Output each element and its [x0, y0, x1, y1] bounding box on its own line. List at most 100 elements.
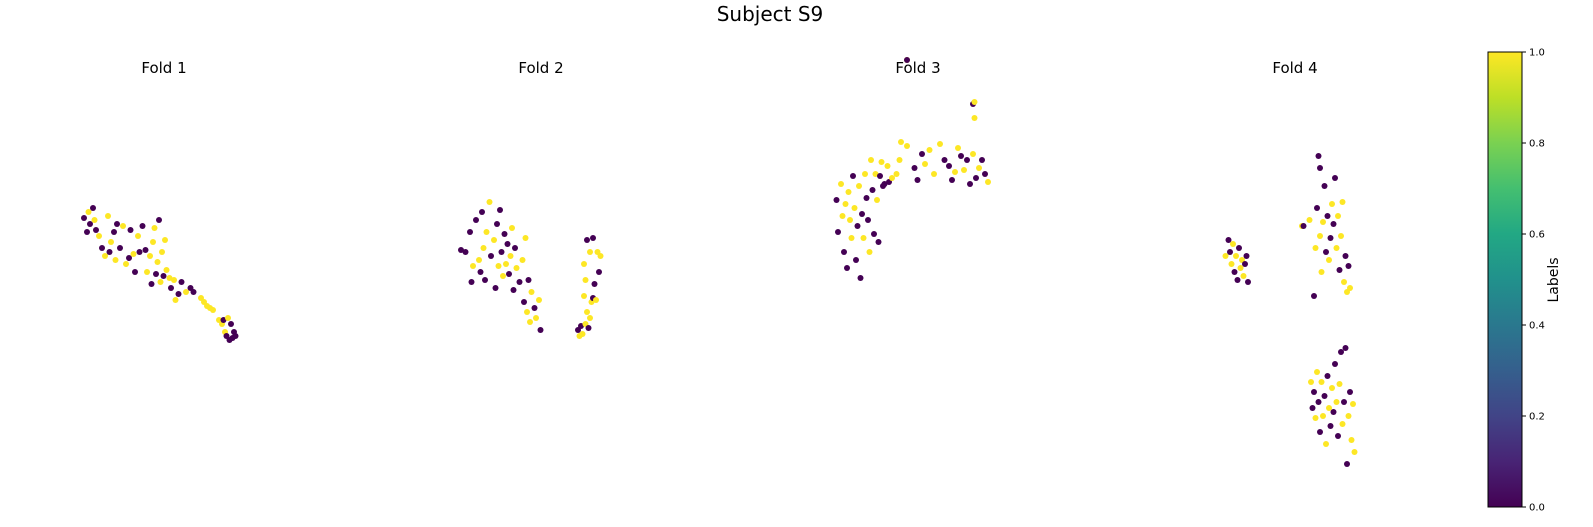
- scatter-point: [869, 187, 876, 193]
- scatter-point: [87, 221, 93, 227]
- scatter-point: [462, 249, 469, 255]
- panel-title-fold-1: Fold 1: [141, 59, 187, 77]
- scatter-point: [839, 213, 846, 219]
- scatter-point: [1329, 385, 1335, 391]
- scatter-point: [1311, 293, 1317, 299]
- scatter-point: [178, 279, 185, 285]
- scatter-point: [500, 273, 506, 279]
- colorbar-gradient: [1487, 51, 1523, 508]
- scatter-point: [139, 223, 146, 229]
- scatter-panel-fold-4: [1222, 153, 1358, 467]
- scatter-point: [1351, 449, 1358, 455]
- scatter-point: [528, 289, 535, 295]
- panel-title-fold-3: Fold 3: [895, 59, 941, 77]
- scatter-point: [587, 315, 593, 321]
- scatter-point: [510, 287, 517, 293]
- scatter-point: [1324, 373, 1331, 379]
- scatter-point: [183, 289, 189, 295]
- scatter-point: [597, 253, 604, 259]
- scatter-point: [853, 257, 859, 263]
- scatter-point: [112, 257, 119, 263]
- scatter-point: [833, 197, 840, 203]
- scatter-point: [492, 285, 499, 291]
- scatter-point: [857, 275, 864, 281]
- scatter-point: [1315, 399, 1322, 405]
- scatter-point: [868, 157, 874, 163]
- scatter-point: [1228, 261, 1235, 267]
- scatter-point: [172, 297, 179, 303]
- scatter-point: [512, 245, 518, 251]
- scatter-point: [881, 181, 888, 187]
- scatter-point: [1245, 279, 1251, 285]
- scatter-point: [153, 271, 159, 277]
- scatter-point: [961, 167, 967, 173]
- scatter-point: [1344, 461, 1350, 467]
- scatter-point: [175, 291, 182, 297]
- figure-title: Subject S9: [716, 2, 824, 26]
- scatter-point: [522, 235, 529, 241]
- scatter-point: [1230, 241, 1236, 247]
- scatter-point: [1317, 429, 1323, 435]
- scatter-point: [85, 209, 92, 215]
- scatter-point: [581, 261, 587, 267]
- scatter-point: [1225, 237, 1232, 243]
- scatter-point: [93, 227, 99, 233]
- panel-title-fold-2: Fold 2: [518, 59, 564, 77]
- scatter-point: [584, 237, 590, 243]
- scatter-point: [111, 229, 117, 235]
- scatter-point: [1327, 423, 1334, 429]
- scatter-panel-fold-3: [833, 57, 991, 281]
- scatter-point: [1329, 201, 1335, 207]
- scatter-point: [1332, 175, 1338, 181]
- scatter-point: [106, 249, 113, 255]
- scatter-point: [955, 145, 961, 151]
- scatter-point: [480, 245, 487, 251]
- scatter-point: [190, 289, 197, 295]
- scatter-point: [841, 249, 847, 255]
- scatter-point: [941, 157, 948, 163]
- scatter-point: [1335, 213, 1341, 219]
- scatter-point: [964, 157, 970, 163]
- scatter-point: [1345, 263, 1352, 269]
- scatter-point: [1318, 269, 1325, 275]
- scatter-point: [1348, 437, 1355, 443]
- colorbar-label: Labels: [1546, 257, 1562, 302]
- scatter-point: [878, 159, 885, 165]
- scatter-point: [914, 177, 921, 183]
- scatter-point: [127, 227, 134, 233]
- scatter-point: [225, 315, 231, 321]
- scatter-point: [937, 141, 943, 147]
- scatter-point: [874, 197, 880, 203]
- scatter-point: [585, 325, 592, 331]
- scatter-point: [1350, 401, 1356, 407]
- scatter-point: [1323, 441, 1329, 447]
- scatter-point: [486, 199, 493, 205]
- scatter-point: [533, 315, 539, 321]
- colorbar-ticks: 0.0 0.2 0.4 0.6 0.8 1.0: [1522, 48, 1545, 514]
- scatter-point: [84, 229, 90, 235]
- scatter-point: [1333, 245, 1340, 251]
- scatter-point: [946, 163, 952, 169]
- scatter-point: [898, 139, 904, 145]
- scatter-point: [166, 275, 173, 281]
- scatter-point: [850, 173, 856, 179]
- scatter-point: [1306, 217, 1313, 223]
- scatter-point: [835, 229, 841, 235]
- scatter-point: [470, 263, 476, 269]
- scatter-point: [970, 151, 976, 157]
- scatter-point: [579, 331, 586, 337]
- scatter-point: [982, 171, 988, 177]
- scatter-point: [1240, 273, 1247, 279]
- scatter-point: [973, 175, 979, 181]
- scatter-point: [1242, 261, 1248, 267]
- scatter-point: [1233, 253, 1239, 259]
- scatter-point: [863, 195, 870, 201]
- scatter-point: [168, 285, 174, 291]
- scatter-point: [497, 207, 503, 213]
- scatter-point: [866, 249, 873, 255]
- scatter-point: [506, 271, 512, 277]
- scatter-point: [1314, 205, 1320, 211]
- scatter-point: [854, 223, 861, 229]
- scatter-panel-fold-1: [81, 205, 239, 343]
